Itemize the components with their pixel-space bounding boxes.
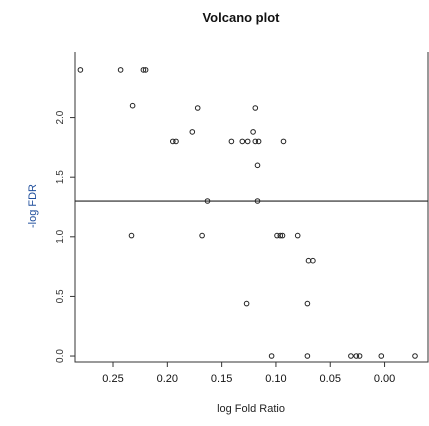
data-point (194, 105, 201, 111)
y-tick-label: 1.0 (55, 229, 66, 243)
data-point (250, 129, 256, 135)
data-point (304, 300, 311, 307)
data-point (228, 138, 235, 145)
data-point (378, 353, 385, 359)
data-point (254, 198, 261, 204)
y-axis: 0.0 0.5 1.0 1.5 2.0 (55, 110, 75, 363)
data-point (243, 300, 250, 307)
plot-frame (74, 52, 429, 363)
x-tick-label: 0.15 (211, 373, 232, 385)
data-point (279, 232, 286, 239)
data-point (412, 353, 418, 359)
data-point (77, 67, 84, 73)
data-point (348, 353, 354, 359)
data-point (189, 129, 196, 135)
data-point (252, 105, 259, 111)
data-point (274, 232, 280, 239)
data-points (77, 67, 418, 359)
x-tick-label: 0.20 (157, 373, 178, 385)
data-point (244, 138, 251, 145)
data-point (353, 353, 360, 359)
data-point (254, 162, 261, 169)
data-point (140, 67, 147, 73)
y-axis-title: -log FDR (27, 184, 39, 228)
x-tick-label: 0.10 (265, 373, 286, 385)
data-point (252, 138, 259, 145)
data-point (199, 232, 205, 239)
data-point (294, 232, 301, 239)
y-tick-label: 0.0 (55, 349, 66, 363)
y-tick-label: 1.5 (55, 170, 66, 184)
x-axis: 0.25 0.20 0.15 0.10 0.05 0.00 (102, 362, 395, 385)
x-axis-title: log Fold Ratio (217, 403, 285, 415)
data-point (277, 232, 284, 239)
data-point (117, 67, 124, 73)
x-tick-label: 0.00 (374, 373, 395, 385)
data-point (255, 138, 262, 145)
plot-border (74, 52, 429, 363)
data-point (129, 102, 136, 109)
data-point (268, 353, 275, 359)
y-tick-label: 2.0 (55, 110, 66, 124)
data-point (280, 138, 287, 145)
data-point (170, 138, 176, 145)
data-point (310, 257, 316, 264)
data-point (204, 198, 211, 204)
chart-title: Volcano plot (202, 10, 280, 25)
x-tick-label: 0.25 (102, 373, 123, 385)
data-point (128, 232, 135, 239)
data-point (356, 353, 363, 359)
data-point (142, 67, 149, 73)
data-point (173, 138, 179, 145)
data-point (304, 353, 311, 359)
y-tick-label: 0.5 (55, 289, 66, 303)
data-point (239, 138, 246, 145)
x-tick-label: 0.05 (320, 373, 341, 385)
